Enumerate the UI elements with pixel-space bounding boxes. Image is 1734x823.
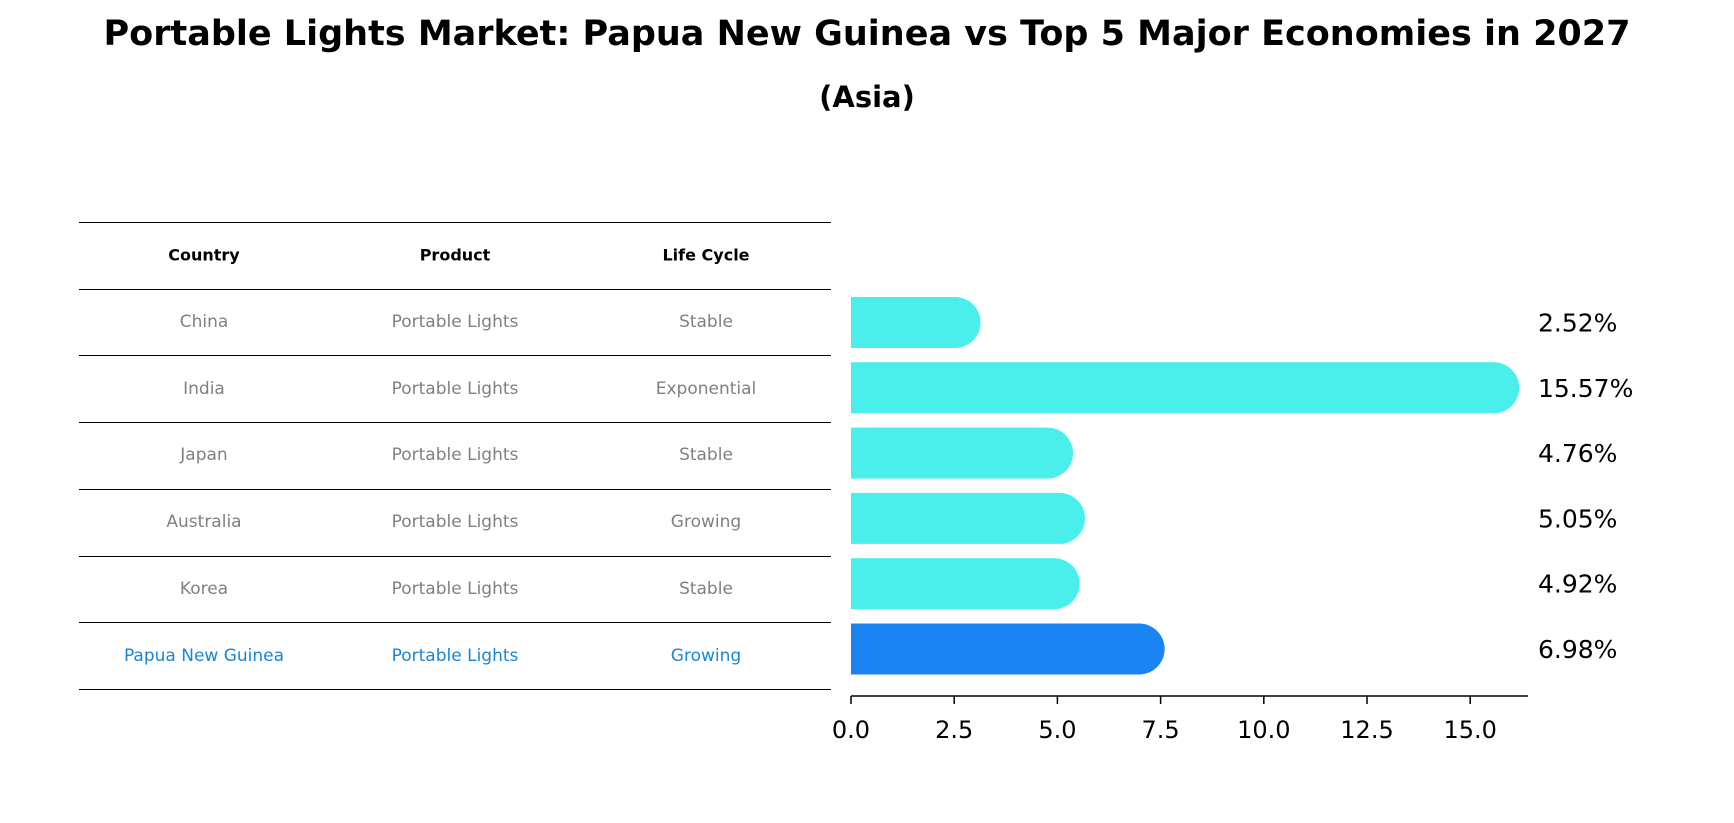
chart-subtitle: (Asia) <box>819 80 915 114</box>
x-tick-label: 12.5 <box>1340 716 1393 744</box>
bar-value-label: 5.05% <box>1538 504 1617 533</box>
table-cell: Stable <box>679 445 733 466</box>
table-cell: Exponential <box>655 378 757 399</box>
bar-value-label: 4.76% <box>1538 439 1617 468</box>
table-cell: Portable Lights <box>391 512 519 533</box>
chart-title: Portable Lights Market: Papua New Guinea… <box>103 14 1631 54</box>
table-cell: Stable <box>679 312 733 333</box>
table-cell: Portable Lights <box>391 645 519 666</box>
table-rule <box>79 688 831 690</box>
table-cell: Australia <box>166 512 242 533</box>
table-cell: Growing <box>670 512 742 533</box>
bar-value-label: 4.92% <box>1538 570 1617 599</box>
x-tick-label: 10.0 <box>1237 716 1290 744</box>
bar <box>851 427 1073 479</box>
table-cell: India <box>183 378 225 399</box>
table-rule <box>79 355 831 357</box>
bar-value-label: 2.52% <box>1538 309 1617 338</box>
table-cell: Korea <box>179 578 229 599</box>
table-header-cell: Life Cycle <box>662 245 750 265</box>
table-cell: China <box>179 312 229 333</box>
table-rule <box>79 622 831 624</box>
bar <box>851 558 1080 610</box>
table-cell: Growing <box>670 645 742 666</box>
table-rule <box>79 222 831 223</box>
table-cell: Portable Lights <box>391 378 519 399</box>
bar <box>851 362 1520 414</box>
table-rule <box>79 288 831 290</box>
table-cell: Portable Lights <box>391 312 519 333</box>
table-rule <box>79 555 831 557</box>
x-tick-label: 5.0 <box>1038 716 1076 744</box>
table-cell: Portable Lights <box>391 578 519 599</box>
bar-value-label: 15.57% <box>1538 374 1633 403</box>
table-header-cell: Country <box>168 245 240 265</box>
table-cell: Portable Lights <box>391 445 519 466</box>
x-tick-label: 0.0 <box>832 716 870 744</box>
x-tick-label: 15.0 <box>1443 716 1496 744</box>
table-rule <box>79 488 831 490</box>
bar <box>851 492 1085 544</box>
x-tick-label: 7.5 <box>1142 716 1180 744</box>
table-header-cell: Product <box>419 245 491 265</box>
bar <box>851 297 981 348</box>
table-cell: Papua New Guinea <box>123 645 285 666</box>
table-rule <box>79 422 831 424</box>
x-tick-label: 2.5 <box>935 716 973 744</box>
table-cell: Stable <box>679 578 733 599</box>
bar-value-label: 6.98% <box>1538 635 1617 664</box>
bar <box>851 623 1165 675</box>
table-cell: Japan <box>180 445 228 466</box>
